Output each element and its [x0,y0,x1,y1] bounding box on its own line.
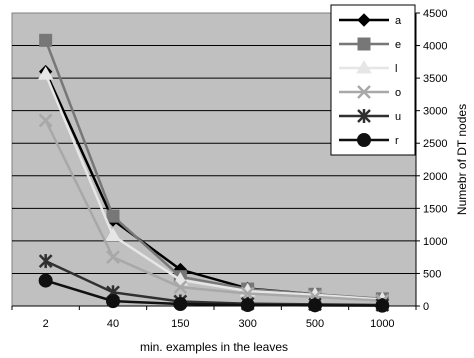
y-tick-label: 0 [423,301,429,313]
data-point [173,297,188,312]
series-r [38,273,390,313]
y-tick-label: 4000 [423,41,447,53]
y-axis-label: Numebr of DT nodes [455,104,469,215]
y-tick-label: 4500 [423,8,447,20]
legend-marker [357,37,371,51]
y-tick-label: 500 [423,268,441,280]
x-axis-ticks: 2 40 150 300 500 1000 [11,305,417,330]
legend-item-a: a [339,13,402,27]
legend-marker [357,109,371,123]
legend-label: r [395,135,399,147]
legend-label: a [395,15,402,27]
legend-item-u: u [339,109,401,123]
data-point [375,298,390,313]
legend-item-e: e [339,37,401,51]
data-point [106,209,120,223]
legend-marker [356,60,372,74]
x-tick-label: 40 [107,318,119,330]
legend-box [330,4,416,156]
x-tick-label: 500 [306,318,324,330]
series-line [44,119,383,303]
y-tick-label: 3000 [423,106,447,118]
legend-item-o: o [339,85,401,99]
legend-item-l: l [339,60,397,75]
data-point [308,298,322,313]
x-tick-label: 300 [238,318,256,330]
data-point [38,254,53,269]
x-tick-label: 1000 [370,318,394,330]
data-point [106,294,120,309]
series-group [37,33,391,313]
data-point [240,298,255,313]
data-point [240,286,255,301]
legend-label: u [395,111,401,123]
data-point [38,113,53,128]
legend-item-r: r [339,133,399,147]
data-point [173,280,188,295]
x-tick-label: 2 [43,318,49,330]
data-point [37,66,54,80]
data-point [38,273,53,288]
y-tick-label: 1500 [423,203,447,215]
legend-marker [357,85,371,99]
series-line [44,73,383,301]
y-tick-label: 2500 [423,138,447,150]
x-tick-label: 150 [171,318,189,330]
y-tick-label: 1000 [423,236,447,248]
data-point [106,250,120,265]
series-line [45,279,383,307]
y-tick-label: 3500 [423,73,447,85]
data-point [105,227,121,242]
y-tick-label: 2000 [423,171,447,183]
y-axis-ticks: 0 500 1000 1500 2000 2500 3000 3500 4000 4500 [415,8,447,313]
legend-marker [357,13,371,27]
data-point [39,33,53,47]
x-axis-label: min. examples in the leaves [140,340,288,354]
legend-label: l [395,63,397,75]
legend-label: o [395,87,401,99]
legend-marker [357,133,371,147]
legend-label: e [395,39,401,51]
